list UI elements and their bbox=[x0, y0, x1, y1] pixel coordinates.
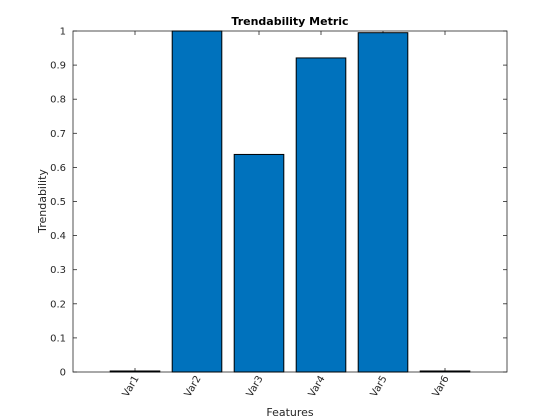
bar-var6 bbox=[419, 370, 471, 373]
x-tick-label: Var1 bbox=[121, 374, 142, 399]
y-tick-label: 0.4 bbox=[50, 231, 66, 242]
bar-series bbox=[109, 30, 471, 373]
y-axis: 0 0.1 0.2 0.3 0.4 0.5 0.6 0.7 0.8 0.9 1 bbox=[50, 27, 507, 379]
bar-var3 bbox=[233, 153, 285, 373]
y-axis-title: Trendability bbox=[36, 169, 49, 234]
bar-var5 bbox=[357, 32, 409, 373]
y-tick-label: 0.2 bbox=[50, 299, 66, 310]
x-tick-label: Var2 bbox=[183, 374, 204, 399]
y-tick-label: 0.8 bbox=[50, 95, 66, 106]
plot-area bbox=[72, 30, 508, 373]
x-tick-label: Var3 bbox=[245, 374, 266, 399]
y-tick-label: 0 bbox=[60, 368, 66, 379]
x-axis-title: Features bbox=[266, 406, 314, 419]
chart-title: Trendability Metric bbox=[231, 15, 348, 28]
y-tick-label: 0.7 bbox=[50, 129, 66, 140]
bar-var1 bbox=[109, 370, 161, 373]
y-tick-label: 0.9 bbox=[50, 61, 66, 72]
x-tick-label: Var5 bbox=[369, 374, 390, 399]
y-tick-label: 0.5 bbox=[50, 197, 66, 208]
bar-var4 bbox=[295, 57, 347, 373]
x-tick-label: Var4 bbox=[307, 374, 328, 399]
y-tick-label: 0.1 bbox=[50, 333, 66, 344]
y-tick-label: 1 bbox=[60, 27, 66, 38]
x-tick-label: Var6 bbox=[431, 374, 452, 399]
y-tick-label: 0.6 bbox=[50, 163, 66, 174]
y-tick-label: 0.3 bbox=[50, 265, 66, 276]
bar-var2 bbox=[171, 30, 223, 373]
